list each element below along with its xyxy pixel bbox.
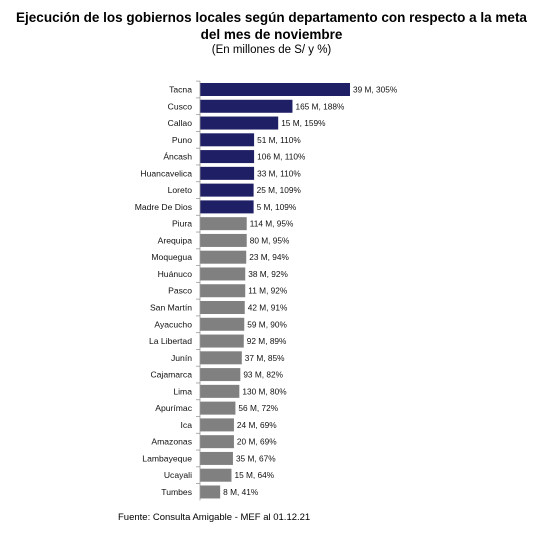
bar-lambayeque xyxy=(200,451,233,465)
data-label: 33 M, 110% xyxy=(257,168,301,178)
data-label: 37 M, 85% xyxy=(245,353,285,363)
data-label: 25 M, 109% xyxy=(257,185,302,195)
category-label: Cajamarca xyxy=(150,370,192,380)
bar-ica xyxy=(200,418,234,432)
data-label: 38 M, 92% xyxy=(248,269,288,279)
data-label: 165 M, 188% xyxy=(295,101,345,111)
data-label: 42 M, 91% xyxy=(248,303,288,313)
data-label: 130 M, 80% xyxy=(242,386,287,396)
bar-apurímac xyxy=(200,401,236,415)
category-label: San Martín xyxy=(150,303,192,313)
chart-title-line-1: Ejecución de los gobiernos locales según… xyxy=(16,10,527,25)
data-label: 24 M, 69% xyxy=(237,420,277,430)
category-label: Moquegua xyxy=(151,252,192,262)
category-label: Apurímac xyxy=(155,403,192,413)
chart-subtitle: (En millones de S/ y %) xyxy=(211,44,332,56)
category-label: Loreto xyxy=(168,185,193,195)
bar-áncash xyxy=(200,150,255,164)
category-label: Callao xyxy=(168,118,193,128)
bar-lima xyxy=(200,384,240,398)
bar-cusco xyxy=(200,99,293,113)
data-label: 15 M, 64% xyxy=(234,470,274,480)
data-label: 8 M, 41% xyxy=(223,487,259,497)
category-label: Ayacucho xyxy=(154,319,192,329)
bar-junín xyxy=(200,351,242,365)
data-label: 23 M, 94% xyxy=(249,252,289,262)
category-label: Lambayeque xyxy=(142,453,192,463)
category-label: Pasco xyxy=(168,286,192,296)
category-label: Arequipa xyxy=(158,235,193,245)
category-label: Ica xyxy=(181,420,193,430)
data-label: 114 M, 95% xyxy=(250,219,294,229)
bar-loreto xyxy=(200,183,254,197)
chart-title-line-2: del mes de noviembre xyxy=(200,27,343,42)
bar-callao xyxy=(200,116,279,130)
data-label: 59 M, 90% xyxy=(247,319,287,329)
bar-ayacucho xyxy=(200,317,245,331)
category-label: Tacna xyxy=(169,85,192,95)
bar-cajamarca xyxy=(200,368,241,382)
category-label: Piura xyxy=(172,219,192,229)
category-label: Tumbes xyxy=(161,487,192,497)
source-note: Fuente: Consulta Amigable - MEF al 01.12… xyxy=(118,512,311,523)
category-label: Amazonas xyxy=(151,437,192,447)
bar-pasco xyxy=(200,284,246,298)
category-label: Madre De Dios xyxy=(135,202,192,212)
data-label: 35 M, 67% xyxy=(236,453,276,463)
category-label: Junín xyxy=(171,353,192,363)
data-label: 20 M, 69% xyxy=(237,437,277,447)
data-label: 11 M, 92% xyxy=(248,286,288,296)
data-label: 56 M, 72% xyxy=(238,403,278,413)
category-label: La Libertad xyxy=(149,336,192,346)
data-label: 93 M, 82% xyxy=(243,370,283,380)
data-label: 39 M, 305% xyxy=(353,85,398,95)
data-label: 92 M, 89% xyxy=(247,336,287,346)
bar-madre-de-dios xyxy=(200,200,254,214)
data-label: 80 M, 95% xyxy=(250,235,290,245)
data-label: 51 M, 110% xyxy=(257,135,301,145)
bar-moquegua xyxy=(200,250,247,264)
bar-amazonas xyxy=(200,435,234,449)
category-label: Cusco xyxy=(168,101,193,111)
data-label: 15 M, 159% xyxy=(281,118,326,128)
bar-ucayali xyxy=(200,468,232,482)
category-label: Puno xyxy=(172,135,192,145)
bar-huancavelica xyxy=(200,166,255,180)
chart-title: Ejecución de los gobiernos locales según… xyxy=(0,9,543,43)
bar-piura xyxy=(200,217,247,231)
data-label: 5 M, 109% xyxy=(257,202,297,212)
category-label: Lima xyxy=(173,386,192,396)
bar-puno xyxy=(200,133,255,147)
bar-tumbes xyxy=(200,485,221,499)
bar-tacna xyxy=(200,83,350,96)
data-label: 106 M, 110% xyxy=(257,152,306,162)
bar-arequipa xyxy=(200,233,247,247)
category-label: Ucayali xyxy=(164,470,192,480)
bar-san-martín xyxy=(200,301,245,315)
category-label: Huancavelica xyxy=(140,168,192,178)
category-label: Huánuco xyxy=(158,269,193,279)
category-label: Áncash xyxy=(163,152,192,162)
bar-huánuco xyxy=(200,267,246,281)
bar-la-libertad xyxy=(200,334,244,348)
